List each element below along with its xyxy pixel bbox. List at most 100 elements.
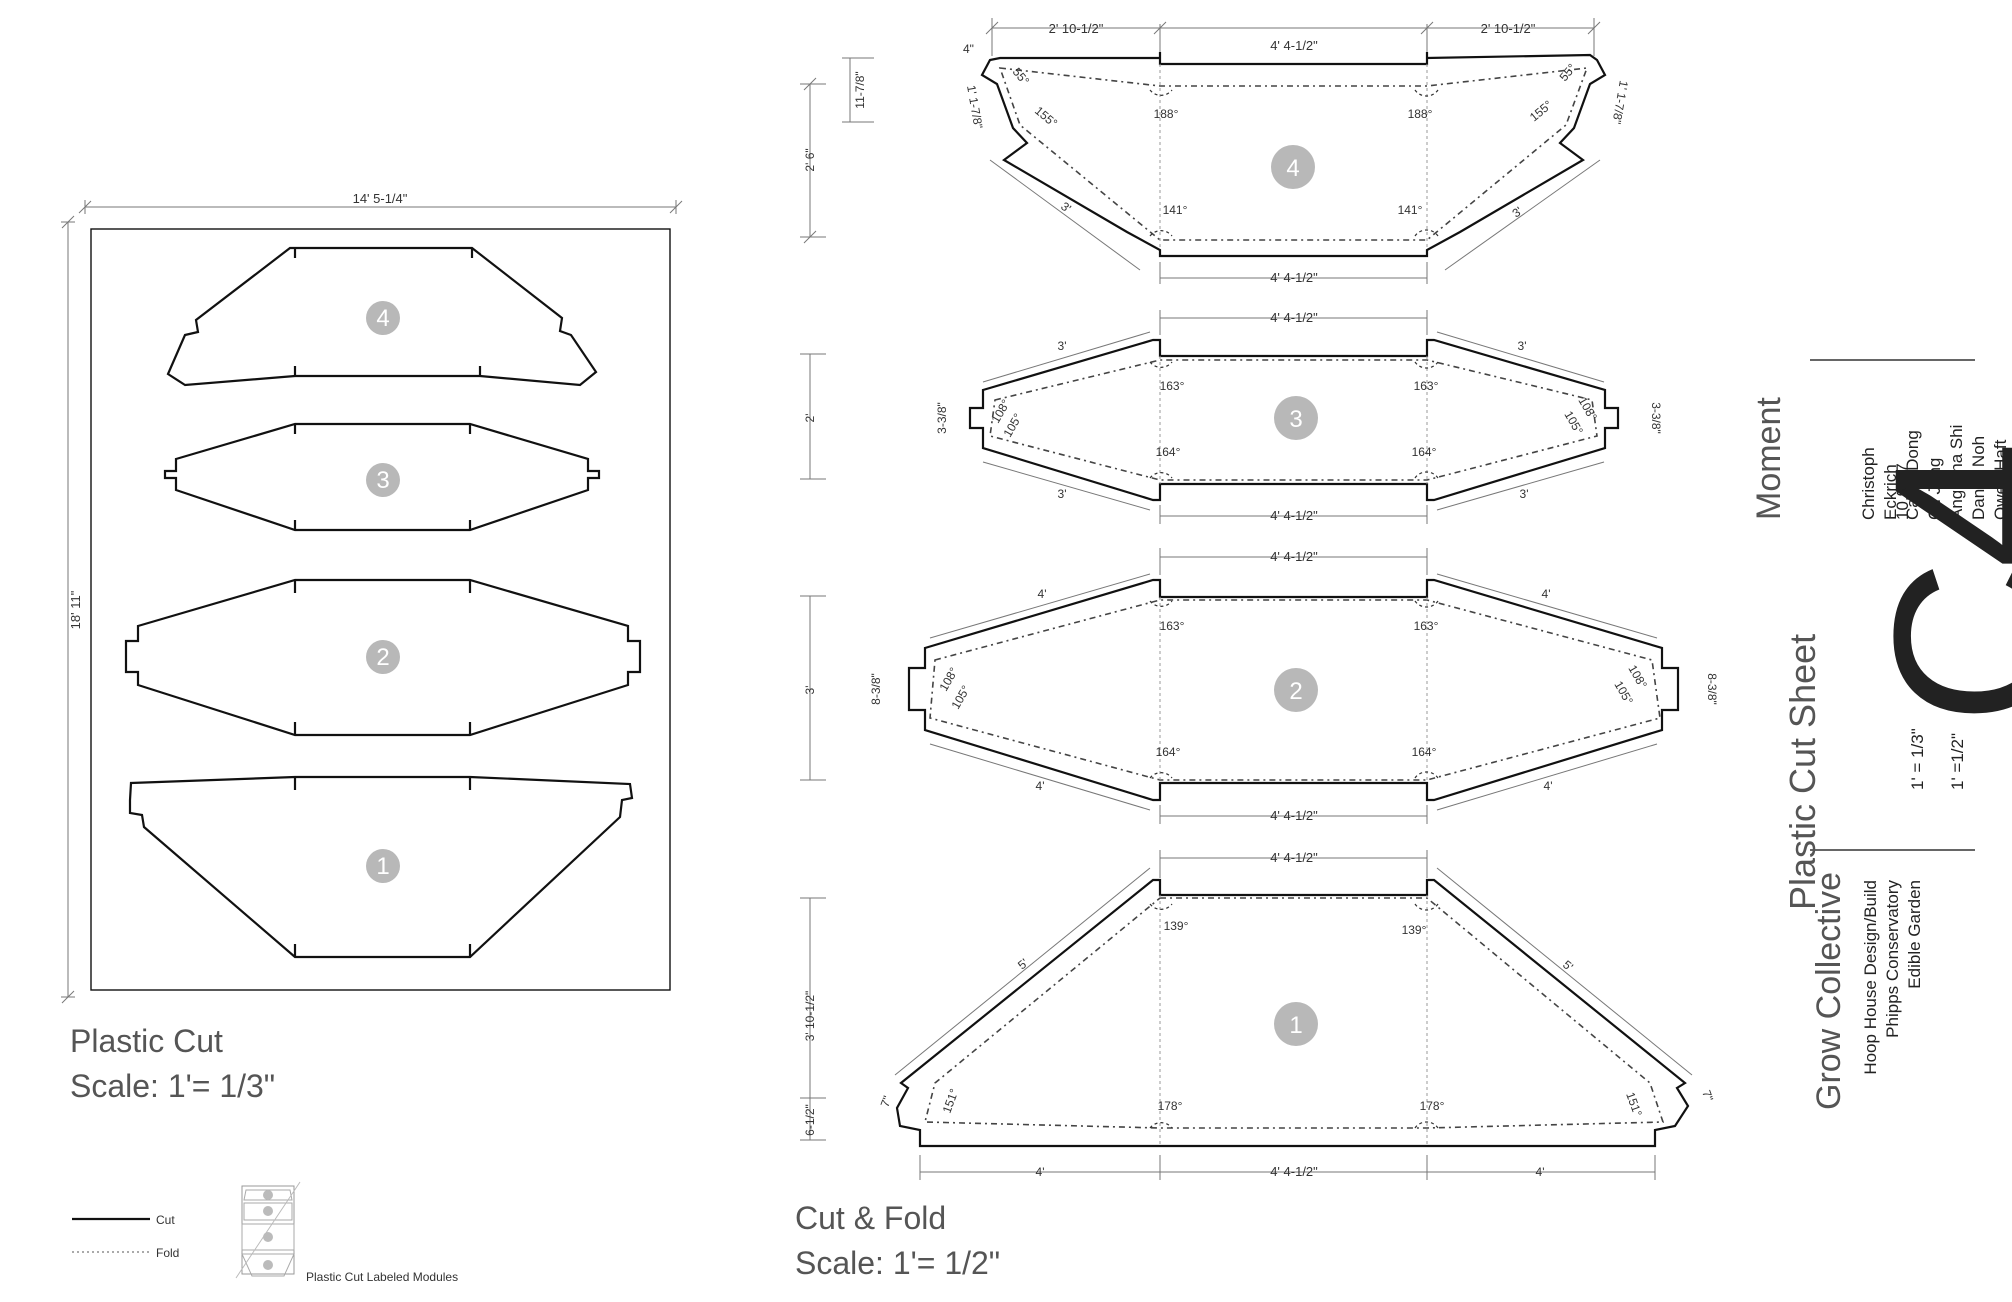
plastic-module-4-label: 4 [376,305,389,332]
m2-top-mid-dim: 4' 4-1/2" [1270,549,1318,564]
m2-bottom-mid-dim: 4' 4-1/2" [1270,808,1318,823]
fold-module-1: 4' 4-1/2" 139° 139° 178° 178° 151° 151° … [800,850,1716,1180]
m1-height-small-dim: 6-1/2" [803,1104,817,1136]
m2-top-right-dim: 4' [1542,587,1551,601]
plastic-cut-sheet: 14' 5-1/4" 18' 11" 4 3 [61,191,683,1004]
plastic-module-2: 2 [124,578,642,737]
sheet-date: 10.9.17 [1893,463,1912,520]
m4-side-right-dim: 1' 1-7/8" [1609,79,1630,125]
m1-bottom-right-dim: 4' [1536,1165,1545,1179]
scale-1: 1' = 1/3" [1908,728,1927,790]
m3-module-number: 3 [1289,406,1302,433]
m1-corner-right-dim: 7" [1699,1088,1716,1103]
m2-tab-right-dim: 8-3/8" [1705,673,1719,705]
m3-angle-164-left: 164° [1156,445,1181,459]
fold-module-3: 4' 4-1/2" 3' 3' 163° 163° 164° 164° 108°… [800,310,1663,524]
project-line: Hoop House Design/Build [1861,880,1880,1075]
m4-top-right-dim: 2' 10-1/2" [1481,21,1536,36]
m4-height-small-dim: 11-7/8" [853,71,867,108]
m4-corner-dim: 4" [963,42,974,56]
plastic-cut-title: Plastic Cut [70,1023,223,1059]
plastic-module-4: 4 [166,246,598,387]
m4-angle-188-left: 188° [1154,107,1179,121]
cut-fold-title: Cut & Fold [795,1200,947,1236]
m4-top-mid-dim: 4' 4-1/2" [1270,38,1318,53]
m4-height-dim: 2' 6" [803,148,817,171]
project-line: Phipps Conservatory [1883,880,1902,1038]
m4-module-number: 4 [1286,155,1299,182]
m4-top-left-dim: 2' 10-1/2" [1049,21,1104,36]
sheet-height-label: 18' 11" [68,590,83,629]
plastic-module-3: 3 [163,422,601,532]
legend-fold-label: Fold [156,1246,179,1260]
m1-diag-left-dim: 5' [1015,956,1031,973]
m3-tab-right-dim: 3-3/8" [1649,402,1663,434]
plastic-sheet-outline [90,228,671,991]
m4-side-left-dim: 1' 1-7/8" [964,84,985,130]
m3-bottom-right-dim: 3' [1520,487,1529,501]
team-name: Moment [1750,397,1788,520]
cut-fold-scale: Scale: 1'= 1/2" [795,1245,1001,1281]
m4-angle-155-right: 155° [1527,97,1555,124]
m1-angle-151-left: 151° [940,1087,962,1115]
m3-tab-left-dim: 3-3/8" [935,402,949,434]
m2-angle-163-right: 163° [1414,619,1439,633]
m2-angle-163-left: 163° [1160,619,1185,633]
plastic-module-3-label: 3 [376,467,389,494]
m2-module-number: 2 [1289,678,1302,705]
m2-bottom-right-dim: 4' [1544,779,1553,793]
m1-corner-left-dim: 7" [878,1094,895,1109]
sheet-width-label: 14' 5-1/4" [353,191,408,206]
org-name: Grow Collective [1810,871,1848,1110]
m4-angle-188-right: 188° [1408,107,1433,121]
m1-bottom-mid-dim: 4' 4-1/2" [1270,1164,1318,1179]
sheet-number: C4 [1846,450,2012,725]
legend-labeled-modules-label: Plastic Cut Labeled Modules [306,1270,458,1284]
m4-angle-141-left: 141° [1163,203,1188,217]
m4-bottom-mid-dim: 4' 4-1/2" [1270,270,1318,285]
m2-angle-164-left: 164° [1156,745,1181,759]
m3-bottom-mid-dim: 4' 4-1/2" [1270,508,1318,523]
m2-bottom-left-dim: 4' [1036,779,1045,793]
m3-top-right-dim: 3' [1518,339,1527,353]
m3-top-left-dim: 3' [1058,339,1067,353]
m1-diag-right-dim: 5' [1560,957,1576,974]
project-lines: Hoop House Design/Build Phipps Conservat… [1860,880,1926,1110]
plastic-module-1-label: 1 [376,853,389,880]
m1-angle-139-left: 139° [1164,919,1189,933]
m1-bottom-left-dim: 4' [1036,1165,1045,1179]
title-block: Moment Christoph Eckrich Cathy Dong Gil … [1750,190,2012,1150]
m4-diag-right-dim: 3' [1510,204,1525,221]
m2-angle-105-right: 105° [1611,679,1636,708]
m1-angle-151-right: 151° [1623,1090,1645,1118]
fold-module-2: 4' 4-1/2" 4' 4' 163° 163° 164° 164° 108°… [800,548,1719,824]
project-line: Edible Garden [1905,880,1924,989]
m3-angle-164-right: 164° [1412,445,1437,459]
m2-angle-164-right: 164° [1412,745,1437,759]
m4-angle-155-left: 155° [1032,104,1060,131]
m4-diag-left-dim: 3' [1058,199,1073,216]
plastic-module-1: 1 [128,775,634,959]
sheet-title: Plastic Cut Sheet [1782,633,1823,910]
m1-module-number: 1 [1289,1012,1302,1039]
m4-angle-55-right: 55° [1557,61,1580,84]
fold-module-4: 2' 10-1/2" 4' 4-1/2" 2' 10-1/2" 4" 188° … [800,18,1631,285]
m1-angle-178-left: 178° [1158,1099,1183,1113]
m2-height-dim: 3' [803,686,817,695]
m2-tab-left-dim: 8-3/8" [869,673,883,705]
m1-height-dim: 3' 10-1/2" [803,991,817,1042]
m4-angle-55-left: 55° [1010,65,1033,88]
legend: Cut Fold Plastic Cut Labeled Modules [72,1181,458,1284]
m3-angle-163-right: 163° [1414,379,1439,393]
m3-top-mid-dim: 4' 4-1/2" [1270,310,1318,325]
m1-angle-178-right: 178° [1420,1099,1445,1113]
m1-angle-139-right: 139° [1402,923,1427,937]
m3-height-dim: 2' [803,414,817,423]
scale-2: 1' =1/2" [1948,732,1967,790]
m3-angle-163-left: 163° [1160,379,1185,393]
m4-angle-141-right: 141° [1398,203,1423,217]
m1-top-mid-dim: 4' 4-1/2" [1270,850,1318,865]
plastic-module-2-label: 2 [376,644,389,671]
m2-top-left-dim: 4' [1038,587,1047,601]
